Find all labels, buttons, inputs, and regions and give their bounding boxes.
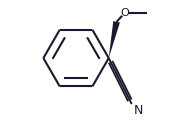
Text: O: O	[120, 8, 129, 18]
Text: N: N	[134, 104, 143, 117]
Polygon shape	[109, 21, 120, 58]
